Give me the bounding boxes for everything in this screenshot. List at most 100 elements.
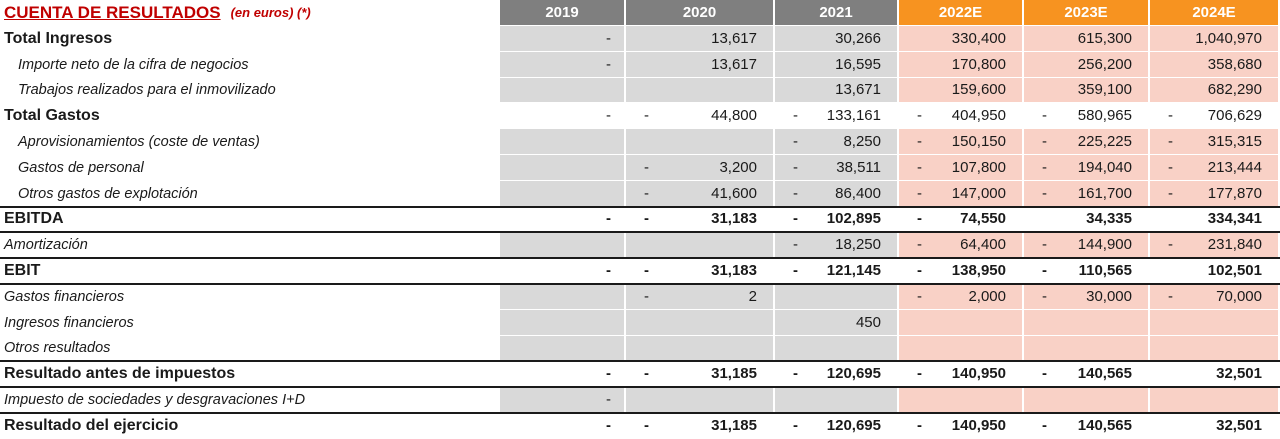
cell-ebit-2024e: 102,501 bbox=[1150, 258, 1280, 284]
negative-dash: - bbox=[644, 287, 649, 305]
cell-trabajos-realizados-2023e: 359,100 bbox=[1024, 77, 1150, 104]
cell-gastos-financieros-2021 bbox=[775, 284, 899, 310]
cell-ebitda-2021: - 102,895 bbox=[775, 207, 899, 233]
cell-impuesto-sociedades-2022e bbox=[899, 387, 1024, 413]
cell-value: 1,040,970 bbox=[1195, 29, 1262, 47]
cell-importe-neto-2024e: 358,680 bbox=[1150, 51, 1280, 78]
negative-dash: - bbox=[917, 133, 922, 151]
cell-ebit-2021: - 121,145 bbox=[775, 258, 899, 284]
negative-dash: - bbox=[1042, 107, 1047, 125]
table-row-amortizacion: Amortización - 18,250 - 64,400 - 144,900 - 231,8… bbox=[0, 232, 1280, 259]
cell-value: 140,565 bbox=[1077, 416, 1132, 434]
cell-aprovisionamientos-2020 bbox=[626, 129, 775, 155]
cell-value: 358,680 bbox=[1207, 55, 1262, 73]
cell-amortizacion-2022e: - 64,400 bbox=[899, 232, 1024, 259]
table-row-resultado-ejercicio: Resultado del ejercicio - -31,185-120,695-… bbox=[0, 413, 1280, 439]
cell-ingresos-financieros-2024e bbox=[1150, 309, 1280, 336]
cell-value: 32,501 bbox=[1216, 365, 1262, 383]
table-row-trabajos-realizados: Trabajos realizados para el inmovilizado… bbox=[0, 77, 1280, 104]
negative-dash: - bbox=[1042, 262, 1047, 280]
cell-total-ingresos-2024e: 1,040,970 bbox=[1150, 26, 1280, 52]
negative-dash: - bbox=[606, 55, 611, 73]
negative-dash: - bbox=[793, 184, 798, 202]
cell-total-ingresos-2022e: 330,400 bbox=[899, 26, 1024, 52]
cell-importe-neto-2019: - bbox=[500, 51, 626, 78]
cell-value: 140,950 bbox=[951, 416, 1006, 434]
negative-dash: - bbox=[644, 210, 649, 228]
rule-above-impuesto-sociedades bbox=[0, 386, 1280, 389]
cell-value: 450 bbox=[855, 313, 881, 331]
negative-dash: - bbox=[1168, 107, 1173, 125]
cell-ingresos-financieros-2020 bbox=[626, 309, 775, 336]
cell-ebitda-2023e: 34,335 bbox=[1024, 207, 1150, 233]
cell-gastos-personal-2020: - 3,200 bbox=[626, 155, 775, 181]
year-header-2020: 2020 bbox=[626, 0, 775, 25]
table-row-impuesto-sociedades: Impuesto de sociedades y desgravaciones … bbox=[0, 387, 1280, 413]
cell-total-ingresos-2020: 13,617 bbox=[626, 26, 775, 52]
cell-total-gastos-2020: - 44,800 bbox=[626, 103, 775, 129]
cell-resultado-antes-impuestos-2024e: 32,501 bbox=[1150, 361, 1280, 387]
cell-trabajos-realizados-2024e: 682,290 bbox=[1150, 77, 1280, 104]
cell-value: 138,950 bbox=[951, 262, 1006, 280]
rule-above-ebit bbox=[0, 257, 1280, 260]
negative-dash: - bbox=[917, 107, 922, 125]
cell-value: 18,250 bbox=[835, 236, 881, 254]
negative-dash: - bbox=[644, 184, 649, 202]
cell-value: 315,315 bbox=[1207, 133, 1262, 151]
cell-value: 110,565 bbox=[1078, 262, 1132, 280]
cell-gastos-financieros-2020: -2 bbox=[626, 284, 775, 310]
cell-aprovisionamientos-2021: - 8,250 bbox=[775, 129, 899, 155]
rule-above-ebitda bbox=[0, 205, 1280, 208]
row-label: Gastos de personal bbox=[0, 155, 500, 181]
table-row-importe-neto: Importe neto de la cifra de negocios - 13,… bbox=[0, 51, 1280, 78]
year-header-2019: 2019 bbox=[500, 0, 626, 25]
negative-dash: - bbox=[606, 29, 611, 47]
cell-value: 334,341 bbox=[1207, 210, 1262, 228]
negative-dash: - bbox=[644, 262, 649, 280]
cell-amortizacion-2023e: - 144,900 bbox=[1024, 232, 1150, 259]
sheet-subtitle: (en euros) (*) bbox=[230, 5, 311, 20]
negative-dash: - bbox=[917, 262, 922, 280]
negative-dash: - bbox=[917, 287, 922, 305]
negative-dash: - bbox=[606, 210, 611, 228]
cell-value: 13,617 bbox=[711, 55, 757, 73]
negative-dash: - bbox=[1042, 133, 1047, 151]
title-cell: CUENTA DE RESULTADOS (en euros) (*) bbox=[0, 0, 500, 25]
cell-resultado-ejercicio-2020: - 31,185 bbox=[626, 413, 775, 439]
cell-gastos-personal-2022e: - 107,800 bbox=[899, 155, 1024, 181]
cell-value: 359,100 bbox=[1077, 81, 1132, 99]
cell-gastos-financieros-2023e: - 30,000 bbox=[1024, 284, 1150, 310]
row-label: Resultado del ejercicio bbox=[0, 413, 500, 439]
row-label-text: EBITDA bbox=[4, 210, 64, 228]
cell-ebitda-2020: - 31,183 bbox=[626, 207, 775, 233]
cell-gastos-financieros-2022e: - 2,000 bbox=[899, 284, 1024, 310]
cell-ebit-2020: - 31,183 bbox=[626, 258, 775, 284]
negative-dash: - bbox=[606, 262, 611, 280]
rule-above-resultado-ejercicio bbox=[0, 412, 1280, 414]
cell-gastos-financieros-2019 bbox=[500, 284, 626, 310]
row-label-text: Resultado antes de impuestos bbox=[4, 365, 236, 383]
cell-value: 256,200 bbox=[1077, 55, 1132, 73]
cell-importe-neto-2022e: 170,800 bbox=[899, 51, 1024, 78]
cell-value: 31,185 bbox=[711, 416, 757, 434]
cell-value: 102,501 bbox=[1207, 262, 1262, 280]
cell-value: 120,695 bbox=[826, 416, 881, 434]
cell-value: 32,501 bbox=[1216, 416, 1262, 434]
cell-ebitda-2024e: 334,341 bbox=[1150, 207, 1280, 233]
row-label-text: Importe neto de la cifra de negocios bbox=[18, 56, 249, 73]
table-row-ingresos-financieros: Ingresos financieros 450 bbox=[0, 309, 1280, 336]
year-header-2024e: 2024E bbox=[1150, 0, 1280, 25]
cell-otros-resultados-2024e bbox=[1150, 335, 1280, 362]
cell-total-gastos-2022e: - 404,950 bbox=[899, 103, 1024, 129]
cell-amortizacion-2020 bbox=[626, 232, 775, 259]
cell-trabajos-realizados-2021: 13,671 bbox=[775, 77, 899, 104]
cell-value: 161,700 bbox=[1077, 184, 1132, 202]
cell-total-ingresos-2021: 30,266 bbox=[775, 26, 899, 52]
row-label: Gastos financieros bbox=[0, 284, 500, 310]
negative-dash: - bbox=[793, 416, 798, 434]
cell-value: 682,290 bbox=[1207, 81, 1262, 99]
cell-value: 70,000 bbox=[1216, 287, 1262, 305]
cell-resultado-ejercicio-2019: - bbox=[500, 413, 626, 439]
cell-value: 231,840 bbox=[1207, 236, 1262, 254]
cell-total-gastos-2019: - bbox=[500, 103, 626, 129]
